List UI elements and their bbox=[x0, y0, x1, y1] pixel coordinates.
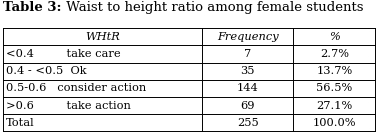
Text: <0.4         take care: <0.4 take care bbox=[6, 49, 121, 59]
Text: 0.4 - <0.5  Ok: 0.4 - <0.5 Ok bbox=[6, 66, 86, 76]
Text: 69: 69 bbox=[241, 100, 255, 111]
Text: WHtR: WHtR bbox=[85, 32, 120, 42]
Text: 7: 7 bbox=[244, 49, 252, 59]
Text: 56.5%: 56.5% bbox=[316, 83, 352, 93]
Text: 35: 35 bbox=[241, 66, 255, 76]
Text: 100.0%: 100.0% bbox=[312, 118, 356, 128]
Text: 144: 144 bbox=[237, 83, 259, 93]
Text: 2.7%: 2.7% bbox=[320, 49, 349, 59]
Text: 255: 255 bbox=[237, 118, 259, 128]
Text: 13.7%: 13.7% bbox=[316, 66, 352, 76]
Text: 27.1%: 27.1% bbox=[316, 100, 352, 111]
Text: Frequency: Frequency bbox=[217, 32, 279, 42]
Text: Table 3:: Table 3: bbox=[3, 1, 62, 14]
Text: Total: Total bbox=[6, 118, 35, 128]
Text: 0.5-0.6   consider action: 0.5-0.6 consider action bbox=[6, 83, 146, 93]
Text: %: % bbox=[329, 32, 340, 42]
Text: Waist to height ratio among female students: Waist to height ratio among female stude… bbox=[62, 1, 363, 14]
Text: >0.6         take action: >0.6 take action bbox=[6, 100, 131, 111]
